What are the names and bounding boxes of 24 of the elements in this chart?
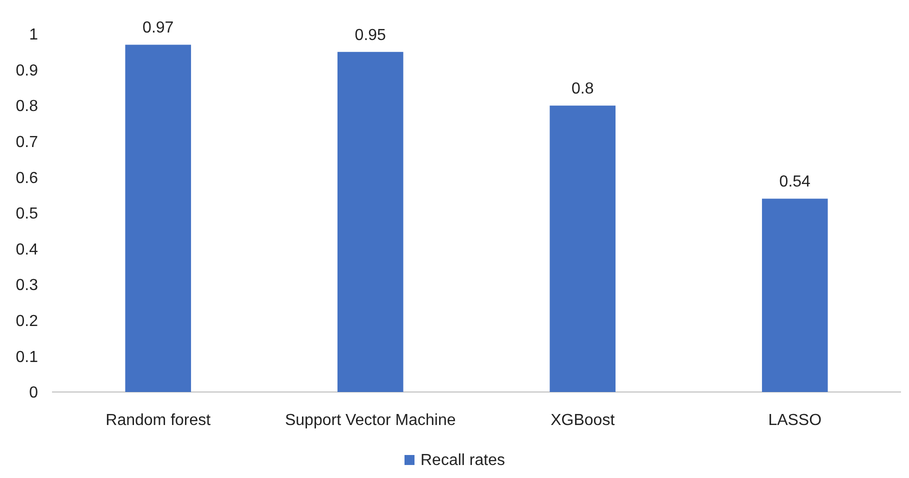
- y-tick-label: 0.3: [16, 277, 38, 294]
- data-label: 0.8: [572, 80, 594, 98]
- y-tick-label: 0.5: [16, 206, 38, 223]
- bar: [125, 44, 192, 392]
- y-tick-label: 0.6: [16, 170, 38, 187]
- y-tick-label: 0.4: [16, 241, 38, 258]
- legend-label: Recall rates: [420, 452, 505, 469]
- y-tick-label: 0.2: [16, 313, 38, 330]
- x-tick-label: Support Vector Machine: [284, 412, 456, 429]
- y-tick-label: 0.8: [16, 98, 38, 116]
- y-tick-label: 0: [29, 384, 38, 402]
- y-tick-label: 0.7: [16, 134, 38, 151]
- y-tick-label: 1: [29, 26, 38, 44]
- x-tick-label: Random forest: [106, 412, 212, 429]
- bar: [337, 52, 404, 392]
- bar: [762, 198, 828, 392]
- x-tick-label: LASSO: [768, 412, 822, 429]
- bar: [550, 106, 616, 392]
- data-label: 0.97: [142, 20, 174, 37]
- data-label: 0.54: [779, 174, 811, 191]
- y-tick-label: 0.1: [16, 348, 38, 366]
- data-label: 0.95: [354, 26, 386, 44]
- x-tick-label: XGBoost: [550, 412, 616, 429]
- y-tick-label: 0.9: [16, 62, 38, 80]
